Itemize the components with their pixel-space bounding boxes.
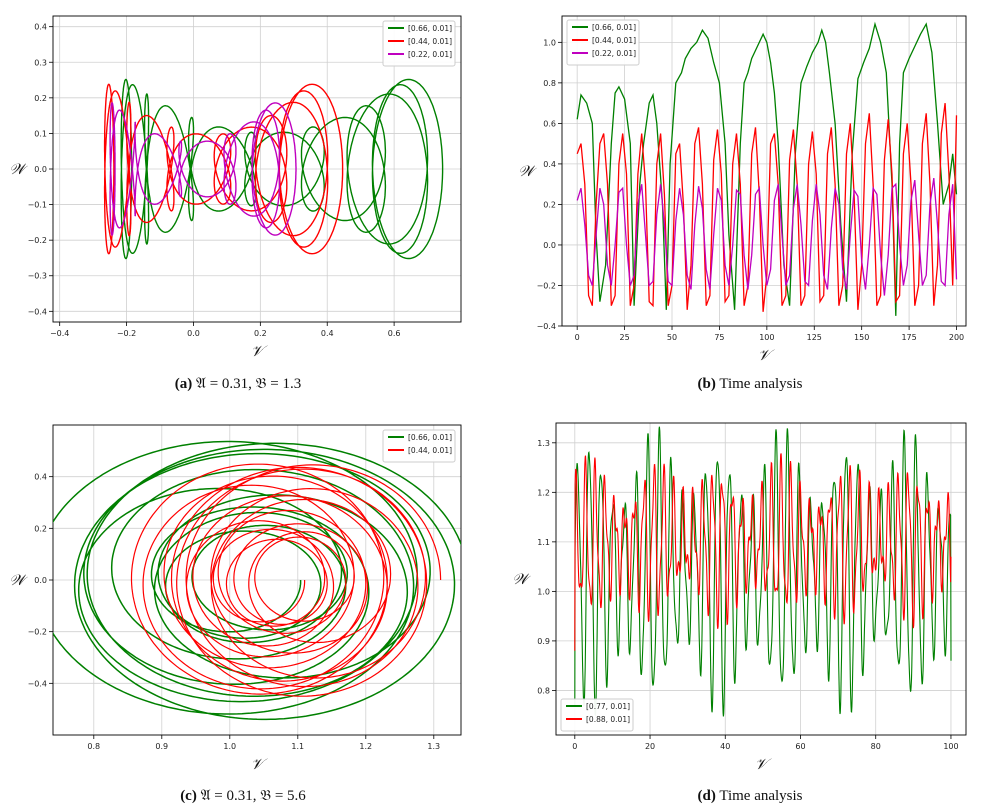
plot-frame [555,422,967,736]
y-tick-label: 0.2 [34,94,47,103]
caption-a: (a) 𝔄 = 0.31, 𝔅 = 1.3 [175,376,301,392]
x-tick-label: 125 [807,333,822,342]
caption-c: (c) 𝔄 = 0.31, 𝔅 = 5.6 [180,788,306,804]
x-axis-label: 𝒱 [251,342,268,360]
y-tick-label: −0.4 [28,307,47,316]
legend-entry: [0.66, 0.01] [408,24,452,33]
caption-b: (b) Time analysis [697,376,802,392]
x-tick-label: 150 [854,333,869,342]
y-tick-label: 0.4 [34,23,47,32]
y-tick-label: 1.3 [537,439,550,448]
y-tick-label: −0.2 [537,281,556,290]
legend-entry: [0.66, 0.01] [592,23,636,32]
y-tick-label: 0.2 [543,200,556,209]
y-tick-label: 0.6 [543,119,556,128]
plot-area [576,21,958,316]
plot-frame [52,424,462,736]
x-tick-label: 1.0 [223,742,236,751]
legend-entry: [0.77, 0.01] [586,702,630,711]
caption-d: (d) Time analysis [697,788,802,804]
x-tick-label: 0.2 [254,329,267,338]
series-line [576,103,958,312]
plot-frame [52,15,462,323]
y-axis-label: 𝒲 [512,570,531,588]
series-line [576,178,958,296]
series-line [130,463,442,697]
legend-entry: [0.44, 0.01] [408,37,452,46]
x-tick-label: 1.1 [291,742,304,751]
y-tick-label: −0.2 [28,628,47,637]
plot-area [53,440,461,721]
y-tick-label: 0.3 [34,58,47,67]
y-tick-label: 1.0 [543,38,556,47]
y-tick-label: 0.4 [34,473,47,482]
x-tick-label: 200 [949,333,964,342]
x-tick-label: 60 [795,742,805,751]
legend-entry: [0.44, 0.01] [592,36,636,45]
y-tick-label: 1.2 [537,488,550,497]
x-tick-label: 175 [901,333,916,342]
series-line [109,102,297,236]
x-axis-label: 𝒱 [758,346,775,364]
x-tick-label: 0.9 [155,742,168,751]
x-tick-label: 25 [619,333,629,342]
x-tick-label: 0 [572,742,577,751]
chart-b: 0 25 50 75 100 125 150 175 200 −0.4 −0.2 0.0 0.2 0.4 0… [518,15,967,364]
y-tick-label: 0.0 [543,241,556,250]
y-tick-label: 1.0 [537,587,550,596]
y-tick-label: 0.2 [34,524,47,533]
x-tick-label: 80 [871,742,881,751]
chart-c: 0.8 0.9 1.0 1.1 1.2 1.3 −0.4 −0.2 0.0 0.2 0.4 𝒱 𝒲 [0.… [9,424,462,773]
y-tick-label: 0.4 [543,160,556,169]
chart-a: −0.4 −0.2 0.0 0.2 0.4 0.6 −0.4 −0.3 −0.2 −0.1 0.0 0… [9,15,462,360]
y-tick-label: 0.8 [543,79,556,88]
chart-d: 0 20 40 60 80 100 0.8 0.9 1.0 1.1 1.2 1.3 𝒱 𝒲 [0.77, 0… [512,422,967,773]
series-line [53,440,461,721]
y-tick-label: 0.0 [34,165,47,174]
legend-entry: [0.22, 0.01] [408,50,452,59]
x-tick-label: 75 [714,333,724,342]
series-line [574,426,952,717]
x-tick-label: 100 [943,742,958,751]
legend-entry: [0.44, 0.01] [408,446,452,455]
y-axis-label: 𝒲 [9,571,28,589]
x-tick-label: −0.2 [117,329,136,338]
y-tick-label: −0.4 [28,679,47,688]
y-tick-label: 0.9 [537,637,550,646]
y-tick-label: 0.1 [34,129,47,138]
x-tick-label: 0.8 [87,742,100,751]
x-tick-label: 20 [645,742,655,751]
x-tick-label: 0 [575,333,580,342]
legend-entry: [0.66, 0.01] [408,433,452,442]
plot-area [103,78,444,260]
y-tick-label: −0.3 [28,272,47,281]
plot-area [574,426,952,717]
y-axis-label: 𝒲 [518,162,537,180]
x-tick-label: 1.3 [427,742,440,751]
legend-entry: [0.22, 0.01] [592,49,636,58]
series-line [574,453,952,651]
x-tick-label: 40 [720,742,730,751]
x-tick-label: 50 [667,333,677,342]
series-line [103,83,344,255]
x-axis-label: 𝒱 [251,755,268,773]
y-tick-label: −0.2 [28,236,47,245]
x-tick-label: −0.4 [50,329,69,338]
x-tick-label: 1.2 [359,742,372,751]
y-tick-label: −0.4 [537,322,556,331]
x-axis-label: 𝒱 [755,755,772,773]
y-tick-label: −0.1 [28,201,47,210]
x-tick-label: 100 [759,333,774,342]
x-tick-label: 0.4 [321,329,334,338]
plot-frame [561,15,967,327]
x-tick-label: 0.0 [187,329,200,338]
y-tick-label: 1.1 [537,538,550,547]
y-tick-label: 0.0 [34,576,47,585]
legend-entry: [0.88, 0.01] [586,715,630,724]
y-tick-label: 0.8 [537,686,550,695]
y-axis-label: 𝒲 [9,160,28,178]
x-tick-label: 0.6 [388,329,401,338]
